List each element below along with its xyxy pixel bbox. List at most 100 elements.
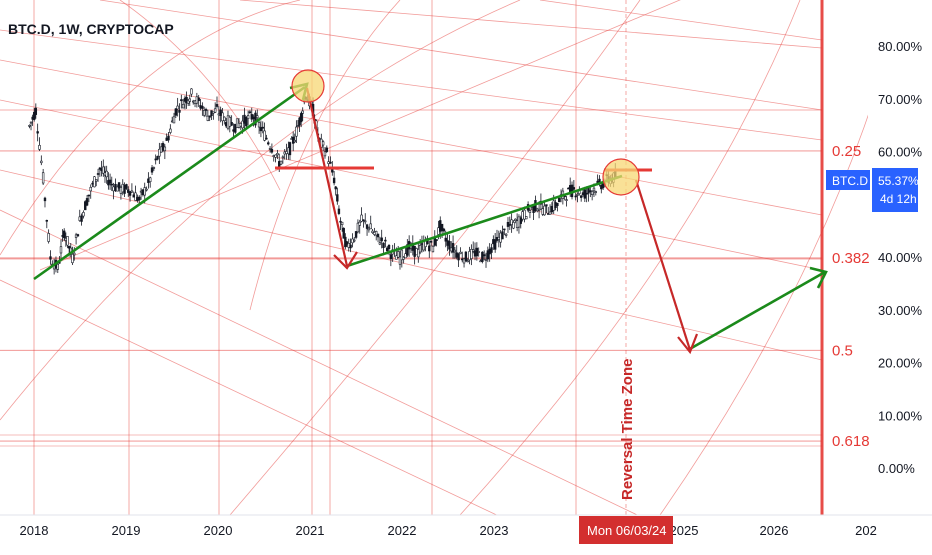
candle-body bbox=[590, 191, 594, 195]
candle-body bbox=[95, 179, 98, 182]
candle-body bbox=[545, 204, 548, 207]
drawings bbox=[33, 69, 828, 355]
candle-body bbox=[567, 187, 570, 190]
candle-body bbox=[358, 221, 361, 226]
price-tag-countdown: 4d 12h bbox=[880, 192, 917, 206]
candle-body bbox=[501, 231, 504, 240]
fib-level-labels: 0.25 0.382 0.5 0.618 bbox=[832, 143, 870, 450]
time-tick-label: 2019 bbox=[112, 523, 141, 538]
candle-body bbox=[367, 227, 371, 231]
fan-ray bbox=[0, 279, 561, 546]
candle-body bbox=[270, 148, 274, 153]
fib-arc bbox=[249, 0, 401, 311]
candle-body bbox=[541, 208, 544, 215]
price-tick-label: 20.00% bbox=[878, 356, 923, 371]
fib-arc bbox=[0, 0, 301, 256]
fib-level-label: 0.5 bbox=[832, 342, 853, 359]
candle-body bbox=[592, 187, 596, 191]
candle-body bbox=[299, 113, 303, 123]
time-tick-label: 2023 bbox=[480, 523, 509, 538]
candle-body bbox=[457, 253, 460, 261]
candle-body bbox=[134, 192, 137, 201]
candle-body bbox=[354, 231, 358, 238]
candle-body bbox=[256, 115, 259, 119]
candle-body bbox=[371, 230, 374, 233]
candle-body bbox=[389, 254, 393, 260]
fib-level-label: 0.618 bbox=[832, 433, 870, 450]
candle-body bbox=[197, 97, 200, 102]
candle-body bbox=[515, 220, 519, 228]
candle-body bbox=[62, 230, 66, 238]
candle-body bbox=[325, 147, 328, 152]
fib-arc bbox=[119, 0, 281, 191]
candle-body bbox=[89, 186, 92, 192]
candle-body bbox=[398, 256, 402, 265]
red-drop-line bbox=[634, 179, 692, 351]
candle-body bbox=[574, 195, 577, 198]
candle-body bbox=[149, 177, 152, 183]
candle-body bbox=[181, 103, 185, 109]
candle-body bbox=[152, 167, 156, 169]
fan-ray bbox=[39, 0, 681, 271]
candle-body bbox=[71, 253, 74, 264]
fan-ray bbox=[99, 0, 823, 111]
highlight-circle bbox=[291, 69, 325, 103]
candle-body bbox=[125, 184, 128, 189]
candle-body bbox=[80, 215, 83, 222]
candle-body bbox=[296, 125, 300, 127]
candle-body bbox=[59, 246, 63, 254]
time-tick-label: 2021 bbox=[296, 523, 325, 538]
candle-body bbox=[150, 167, 154, 173]
candle-body bbox=[455, 252, 458, 258]
candle-body bbox=[127, 189, 130, 193]
green-trend-line bbox=[346, 174, 623, 268]
time-scale[interactable]: 2018 2019 2020 2021 2022 2023 2025 2026 202 bbox=[20, 523, 877, 538]
candle-body bbox=[378, 242, 382, 245]
candle-body bbox=[384, 239, 387, 242]
price-scale[interactable]: 80.00% 70.00% 60.00% 40.00% 30.00% 20.00% 10.0… bbox=[878, 39, 923, 476]
candle-body bbox=[276, 153, 279, 156]
candle-body bbox=[490, 247, 493, 253]
candle-body bbox=[138, 196, 141, 201]
candle-body bbox=[548, 211, 552, 215]
candle-body bbox=[364, 220, 367, 223]
date-tag-bg bbox=[579, 516, 673, 544]
fib-arc bbox=[459, 0, 801, 516]
candle-body bbox=[176, 105, 179, 110]
candle-body bbox=[67, 246, 71, 249]
candle-body bbox=[178, 109, 181, 113]
candle-body bbox=[418, 244, 422, 253]
candle-body bbox=[213, 108, 217, 113]
fib-level-label: 0.382 bbox=[832, 250, 870, 267]
candle-body bbox=[369, 223, 372, 230]
candle-body bbox=[554, 202, 557, 208]
candle-body bbox=[404, 253, 407, 259]
fan-ray bbox=[0, 99, 823, 271]
candle-body bbox=[336, 194, 339, 202]
candle-body bbox=[263, 130, 266, 141]
fan-ray bbox=[0, 209, 701, 546]
candle-body bbox=[492, 239, 495, 245]
candle-body bbox=[332, 177, 336, 184]
candle-body bbox=[186, 100, 190, 104]
price-tick-label: 30.00% bbox=[878, 303, 923, 318]
candle-body bbox=[43, 197, 47, 202]
candle-body bbox=[130, 190, 134, 193]
candle-body bbox=[493, 239, 497, 250]
price-tag-value-bg bbox=[872, 168, 918, 212]
candle-body bbox=[400, 249, 404, 261]
candle-body bbox=[477, 251, 480, 253]
red-drop-line bbox=[305, 87, 349, 267]
candle-body bbox=[334, 186, 337, 190]
candle-body bbox=[396, 251, 400, 258]
candle-body bbox=[73, 252, 76, 256]
fan-ray bbox=[0, 29, 823, 141]
candle-body bbox=[387, 244, 391, 250]
time-tick-label: 202 bbox=[855, 523, 877, 538]
candle-body bbox=[248, 111, 252, 114]
candle-body bbox=[337, 208, 341, 214]
price-tick-label: 60.00% bbox=[878, 145, 923, 160]
candle-body bbox=[342, 227, 345, 239]
